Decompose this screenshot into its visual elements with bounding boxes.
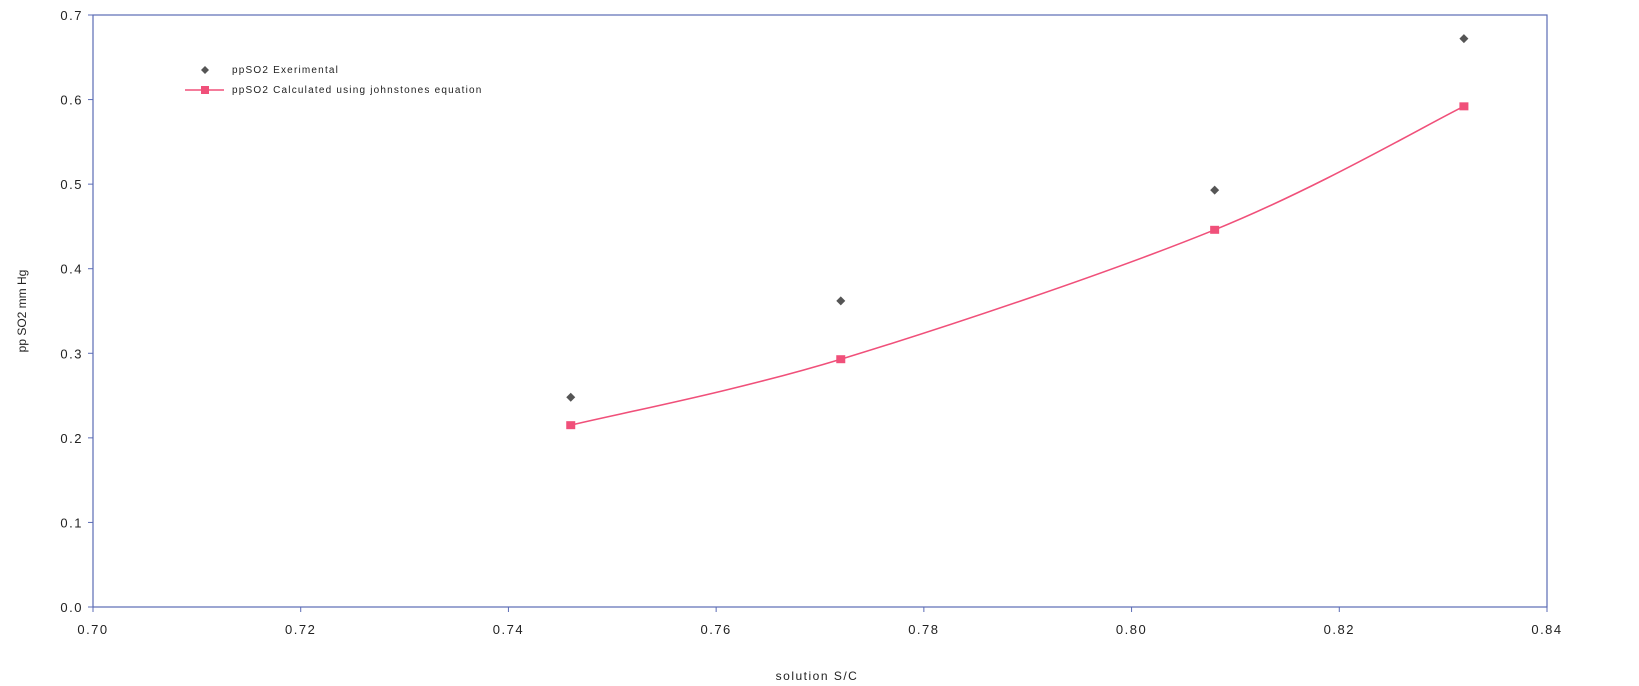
y-axis-ticks: 0.0 0.1 0.2 0.3 0.4 0.5 0.6 0.7 — [60, 8, 93, 615]
legend-label-calculated: ppSO2 Calculated using johnstones equati… — [232, 85, 483, 96]
y-tick-label: 0.3 — [60, 346, 83, 361]
legend-marker-calculated — [201, 86, 209, 94]
y-tick-label: 0.2 — [60, 431, 83, 446]
y-tick-label: 0.6 — [60, 93, 83, 108]
series-layer — [566, 34, 1469, 430]
y-tick-label: 0.1 — [60, 515, 83, 530]
data-point-calculated — [566, 421, 576, 430]
x-axis-ticks: 0.70 0.72 0.74 0.76 0.78 0.80 0.82 0.84 — [77, 607, 1562, 637]
data-point-experimental — [1459, 34, 1469, 44]
data-point-calculated — [1210, 225, 1220, 234]
x-tick-label: 0.80 — [1116, 622, 1147, 637]
y-tick-label: 0.0 — [60, 600, 83, 615]
x-tick-label: 0.78 — [908, 622, 939, 637]
x-tick-label: 0.70 — [77, 622, 108, 637]
legend: ppSO2 Exerimental ppSO2 Calculated using… — [185, 65, 483, 96]
legend-label-experimental: ppSO2 Exerimental — [232, 65, 339, 76]
data-point-experimental — [566, 392, 576, 402]
data-point-calculated — [836, 355, 846, 364]
y-axis-title: pp SO2 mm Hg — [15, 270, 29, 353]
y-tick-label: 0.7 — [60, 8, 83, 23]
x-axis-title: solution S/C — [776, 669, 859, 683]
x-tick-label: 0.72 — [285, 622, 316, 637]
plot-area — [92, 14, 1548, 608]
x-tick-label: 0.76 — [700, 622, 731, 637]
y-tick-label: 0.4 — [60, 262, 83, 277]
x-tick-label: 0.74 — [493, 622, 524, 637]
legend-marker-experimental — [201, 66, 209, 74]
y-tick-label: 0.5 — [60, 177, 83, 192]
series-line-calculated — [570, 105, 1465, 426]
x-tick-label: 0.82 — [1324, 622, 1355, 637]
data-point-experimental — [836, 296, 846, 306]
data-point-calculated — [1459, 102, 1469, 111]
x-tick-label: 0.84 — [1531, 622, 1562, 637]
data-point-experimental — [1210, 185, 1220, 195]
